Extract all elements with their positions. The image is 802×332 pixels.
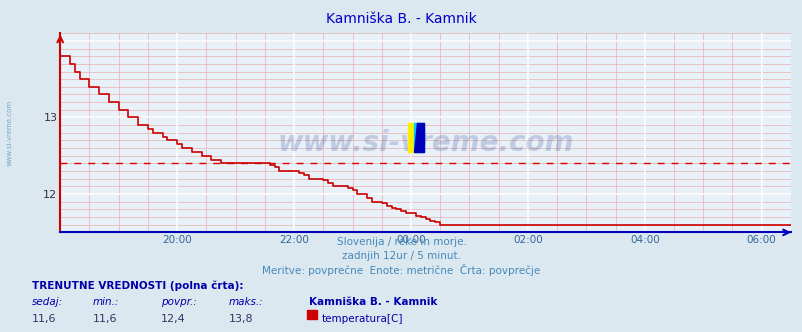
Text: Kamniška B. - Kamnik: Kamniška B. - Kamnik xyxy=(309,297,437,307)
Text: Kamniška B. - Kamnik: Kamniška B. - Kamnik xyxy=(326,12,476,26)
Text: maks.:: maks.: xyxy=(229,297,263,307)
Text: www.si-vreme.com: www.si-vreme.com xyxy=(277,129,573,157)
Text: 12,4: 12,4 xyxy=(160,314,185,324)
Bar xyxy=(407,123,418,152)
Text: 11,6: 11,6 xyxy=(32,314,57,324)
Text: 11,6: 11,6 xyxy=(92,314,117,324)
Text: Meritve: povprečne  Enote: metrične  Črta: povprečje: Meritve: povprečne Enote: metrične Črta:… xyxy=(262,264,540,276)
Text: povpr.:: povpr.: xyxy=(160,297,196,307)
Text: sedaj:: sedaj: xyxy=(32,297,63,307)
Text: min.:: min.: xyxy=(92,297,119,307)
Text: TRENUTNE VREDNOSTI (polna črta):: TRENUTNE VREDNOSTI (polna črta): xyxy=(32,281,243,291)
Text: temperatura[C]: temperatura[C] xyxy=(321,314,402,324)
Text: www.si-vreme.com: www.si-vreme.com xyxy=(6,100,12,166)
Text: 13,8: 13,8 xyxy=(229,314,253,324)
Text: zadnjih 12ur / 5 minut.: zadnjih 12ur / 5 minut. xyxy=(342,251,460,261)
Bar xyxy=(414,123,423,152)
Polygon shape xyxy=(414,123,423,152)
Text: Slovenija / reke in morje.: Slovenija / reke in morje. xyxy=(336,237,466,247)
